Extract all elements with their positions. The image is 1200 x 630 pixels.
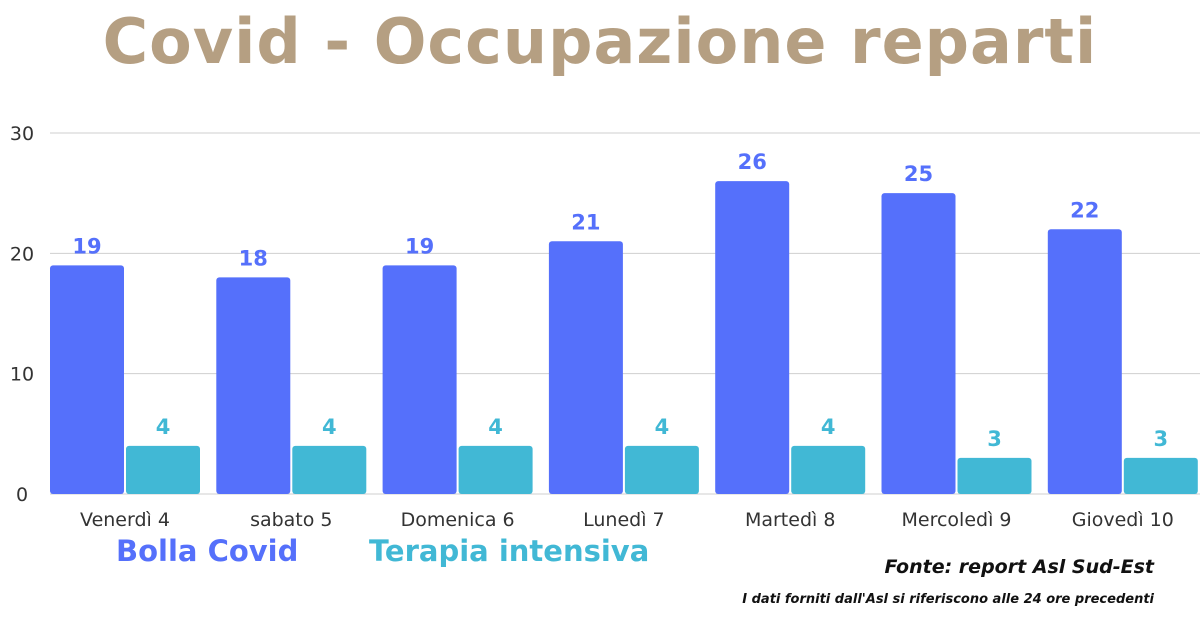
x-tick-label: Martedì 8 bbox=[745, 509, 835, 531]
bar-bolla-covid bbox=[382, 265, 457, 494]
bar-terapia-intensiva bbox=[458, 445, 533, 494]
legend-terapia-intensiva: Terapia intensiva bbox=[369, 534, 650, 568]
bar-bolla-covid bbox=[548, 241, 623, 494]
bar-bolla-covid bbox=[715, 181, 790, 494]
y-tick-label: 30 bbox=[10, 123, 34, 145]
data-label: 22 bbox=[1070, 198, 1099, 222]
data-label: 18 bbox=[239, 246, 268, 270]
data-label: 3 bbox=[1153, 427, 1168, 451]
x-tick-label: sabato 5 bbox=[250, 509, 332, 531]
bar-terapia-intensiva bbox=[624, 445, 699, 494]
data-label: 19 bbox=[405, 234, 434, 258]
bar-terapia-intensiva bbox=[957, 457, 1032, 494]
data-label: 4 bbox=[488, 415, 503, 439]
bar-terapia-intensiva bbox=[126, 445, 200, 494]
y-tick-label: 20 bbox=[10, 243, 34, 265]
data-label: 19 bbox=[72, 234, 101, 258]
legend-bolla-covid: Bolla Covid bbox=[116, 534, 299, 568]
x-tick-label: Mercoledì 9 bbox=[902, 509, 1012, 531]
data-label: 4 bbox=[156, 415, 171, 439]
data-label: 4 bbox=[821, 415, 836, 439]
bar-bolla-covid bbox=[881, 193, 956, 494]
chart-title: Covid - Occupazione reparti bbox=[102, 5, 1098, 78]
bar-terapia-intensiva bbox=[1123, 457, 1198, 494]
bar-bolla-covid bbox=[216, 277, 291, 494]
source-note: Fonte: report Asl Sud-Est bbox=[884, 556, 1154, 578]
y-tick-label: 10 bbox=[10, 364, 34, 386]
x-tick-label: Giovedì 10 bbox=[1072, 509, 1174, 531]
data-note: I dati forniti dall'Asl si riferiscono a… bbox=[742, 592, 1154, 607]
x-tick-label: Lunedì 7 bbox=[583, 509, 665, 531]
y-tick-label: 0 bbox=[16, 484, 28, 506]
data-label: 3 bbox=[987, 427, 1002, 451]
data-label: 4 bbox=[655, 415, 670, 439]
bar-terapia-intensiva bbox=[791, 445, 866, 494]
data-label: 4 bbox=[322, 415, 337, 439]
data-label: 25 bbox=[904, 162, 933, 186]
x-tick-label: Domenica 6 bbox=[401, 509, 515, 531]
x-tick-label: Venerdì 4 bbox=[80, 509, 170, 531]
data-label: 26 bbox=[738, 150, 767, 174]
bar-bolla-covid bbox=[1047, 229, 1122, 494]
bar-terapia-intensiva bbox=[292, 445, 367, 494]
data-label: 21 bbox=[571, 210, 600, 234]
bar-bolla-covid bbox=[50, 265, 124, 494]
